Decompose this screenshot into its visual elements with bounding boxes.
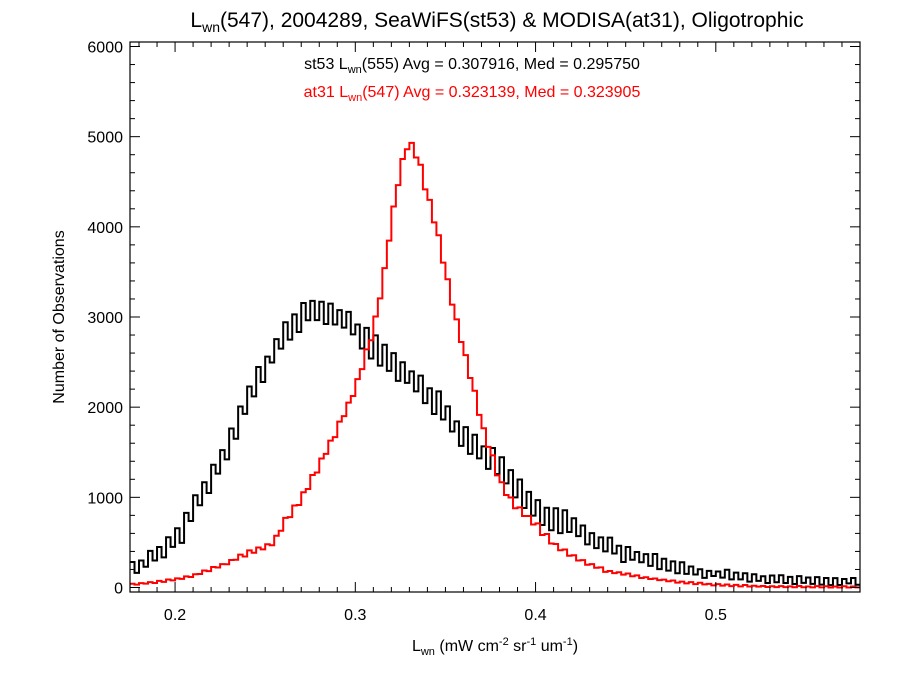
annotation-at31: at31 Lwn(547) Avg = 0.323139, Med = 0.32… [304, 84, 641, 104]
annotation-st53: st53 Lwn(555) Avg = 0.307916, Med = 0.29… [304, 56, 640, 76]
x-axis-label: Lwn (mW cm-2 sr-1 um-1) [412, 636, 578, 658]
y-tick-label: 5000 [87, 130, 123, 147]
ticks-layer: 0 1000 2000 3000 4000 5000 6000 0.2 0.3 0.4 0.5 [87, 40, 861, 624]
plot-frame [129, 41, 861, 593]
x-tick-label: 0.5 [705, 607, 727, 624]
y-tick-label: 4000 [87, 220, 123, 237]
x-tick-label: 0.4 [524, 607, 546, 624]
series-layer [130, 141, 860, 589]
y-axis-label: Number of Observations [51, 230, 68, 403]
histogram-series-at31 [130, 141, 860, 589]
y-tick-label: 6000 [87, 40, 123, 57]
histogram-series-st53 [130, 299, 860, 587]
y-tick-label: 3000 [87, 310, 123, 327]
x-tick-label: 0.3 [344, 607, 366, 624]
x-tick-label: 0.2 [164, 607, 186, 624]
y-tick-label: 2000 [87, 400, 123, 417]
y-tick-label: 0 [114, 580, 123, 597]
chart-title: Lwn(547), 2004289, SeaWiFS(st53) & MODIS… [190, 9, 803, 35]
chart-title-subscript: wn [201, 19, 220, 35]
y-tick-label: 1000 [87, 490, 123, 507]
